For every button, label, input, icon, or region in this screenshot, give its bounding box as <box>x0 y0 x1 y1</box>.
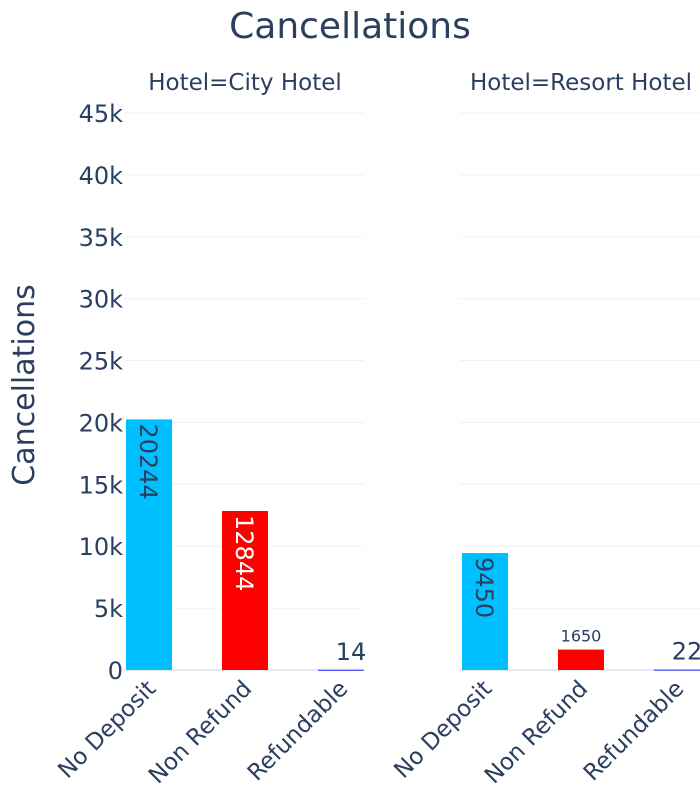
x-tick-label: No Deposit <box>389 676 497 784</box>
y-tick-label: 5k <box>94 595 123 623</box>
x-tick-label: Non Refund <box>144 676 257 789</box>
x-tick-label: Non Refund <box>480 676 593 789</box>
bar <box>558 649 604 670</box>
x-tick-label: Refundable <box>579 676 689 786</box>
bar-value-label: 1650 <box>561 627 602 646</box>
y-tick-label: 30k <box>79 286 124 314</box>
y-tick-label: 0 <box>108 657 123 685</box>
bar-value-label: 14 <box>336 638 367 666</box>
y-axis-label: Cancellations <box>7 284 42 485</box>
bar <box>126 419 172 670</box>
facet-label: Hotel=Resort Hotel <box>470 70 692 96</box>
bar <box>654 669 700 671</box>
bar-value-label: 22 <box>672 638 700 666</box>
bar <box>462 553 508 670</box>
labels: 0 5k 10k 15k 20k 25k 30k 35k 40k 45k Hotel=City Ho… <box>53 70 700 789</box>
bar-value-label: 12844 <box>230 515 258 591</box>
bar <box>318 669 364 671</box>
y-tick-label: 20k <box>79 409 124 437</box>
y-tick-label: 45k <box>79 100 124 128</box>
y-tick-label: 10k <box>79 533 124 561</box>
grid-lines <box>124 112 700 671</box>
y-tick-label: 25k <box>79 348 124 376</box>
y-tick-label: 40k <box>79 162 124 190</box>
chart-title: Cancellations <box>229 6 471 47</box>
x-tick-label: No Deposit <box>53 676 161 784</box>
bar <box>222 511 268 670</box>
y-tick-label: 15k <box>79 471 124 499</box>
y-tick-label: 35k <box>79 224 124 252</box>
x-tick-label: Refundable <box>243 676 353 786</box>
bar-value-label: 20244 <box>134 423 162 499</box>
facet-label: Hotel=City Hotel <box>148 70 342 96</box>
bar-value-label: 9450 <box>470 557 498 618</box>
bars <box>126 419 700 671</box>
